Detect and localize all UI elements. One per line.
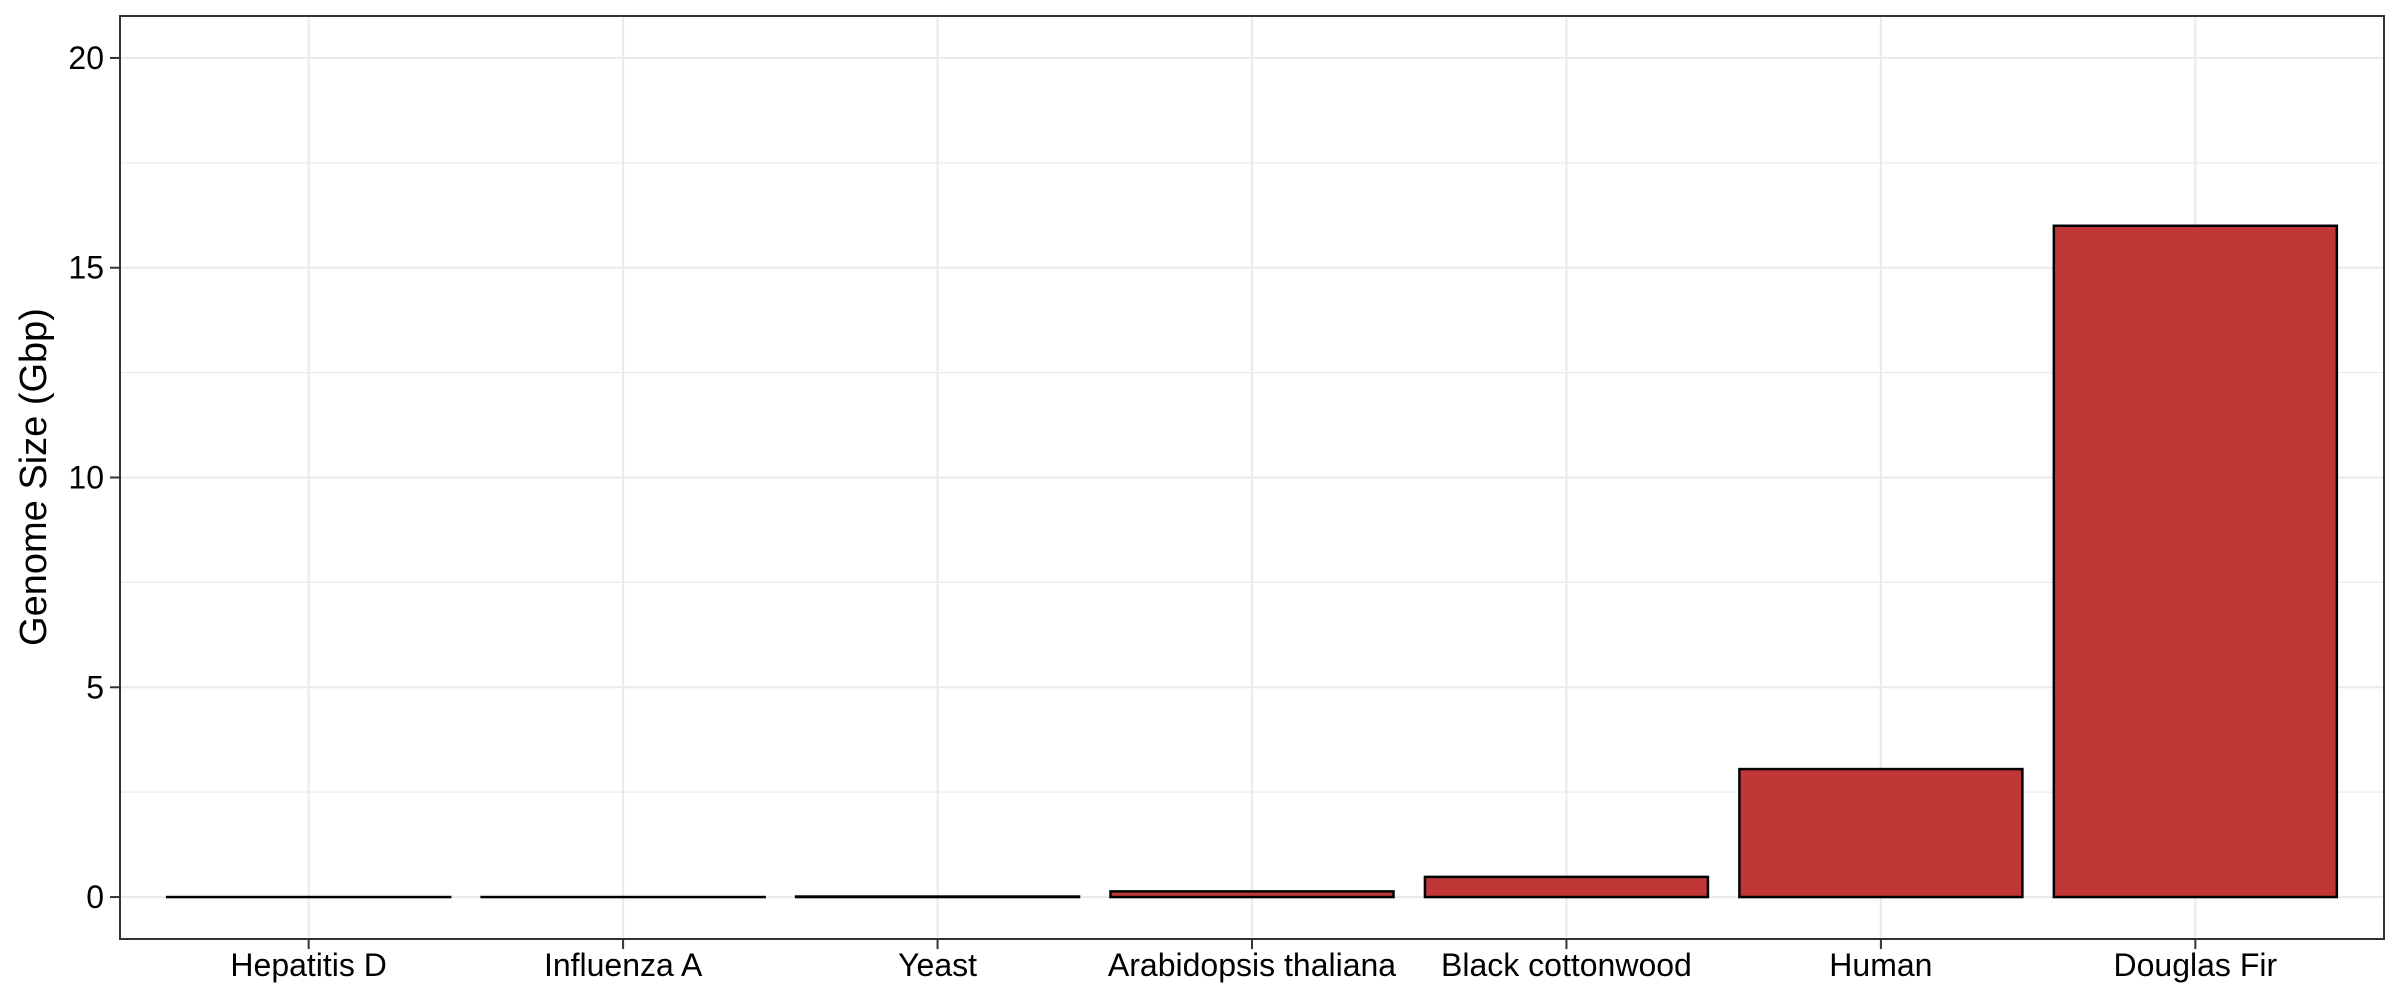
bar-yeast bbox=[794, 895, 1081, 899]
grid-lines bbox=[120, 16, 2384, 939]
bar-douglas-fir bbox=[2052, 224, 2339, 899]
x-tick-label: Black cottonwood bbox=[1441, 947, 1692, 983]
bar-arabidopsis-thaliana bbox=[1109, 890, 1395, 899]
bar-human bbox=[1738, 767, 2024, 899]
x-tick-label: Douglas Fir bbox=[2114, 947, 2278, 983]
x-axis: Hepatitis D Influenza A Yeast Arabidopsis t… bbox=[230, 939, 2277, 983]
x-tick-label: Yeast bbox=[898, 947, 977, 983]
y-tick-label: 0 bbox=[86, 879, 104, 915]
bars bbox=[165, 224, 2339, 899]
y-axis-title: Genome Size (Gbp) bbox=[13, 308, 55, 646]
y-tick-label: 20 bbox=[68, 40, 104, 76]
x-tick-label: Hepatitis D bbox=[230, 947, 387, 983]
x-tick-label: Influenza A bbox=[544, 947, 703, 983]
y-tick-label: 10 bbox=[68, 460, 104, 496]
y-tick-label: 5 bbox=[86, 669, 104, 705]
bar-black-cottonwood bbox=[1423, 875, 1710, 899]
y-tick-label: 15 bbox=[68, 250, 104, 286]
x-tick-label: Arabidopsis thaliana bbox=[1108, 947, 1396, 983]
y-axis: 0 5 10 15 20 bbox=[68, 40, 120, 915]
x-tick-label: Human bbox=[1829, 947, 1932, 983]
